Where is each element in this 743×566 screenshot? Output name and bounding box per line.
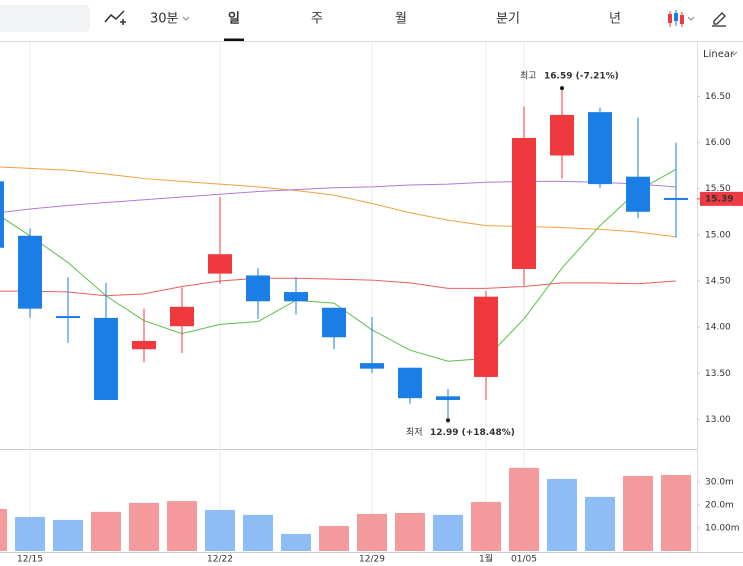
annotation-value: 12.99 (+18.48%) xyxy=(430,428,515,438)
candle-body xyxy=(474,296,498,377)
plot-area xyxy=(0,42,691,552)
axes: 12/15 12/22 12/29 1월 01/05 13.00 13.50 14.00 14.… xyxy=(17,71,743,565)
interval-button[interactable]: 30분 xyxy=(150,12,179,27)
y-tick-label: 14.00 xyxy=(705,323,731,333)
draw-button[interactable] xyxy=(712,12,726,27)
volume-bar xyxy=(623,475,653,551)
scale-button[interactable]: Linear xyxy=(703,49,735,60)
volume-bar xyxy=(53,519,83,551)
annotation-label: 최고 xyxy=(520,71,537,82)
volume-bar xyxy=(585,496,615,551)
candle-body xyxy=(94,317,118,401)
y-tick-label: 30.0m xyxy=(705,477,734,487)
volume-bar xyxy=(205,510,235,551)
period-tab[interactable]: 월 xyxy=(395,12,407,27)
candle-body xyxy=(550,114,574,156)
x-tick-label: 01/05 xyxy=(511,555,537,565)
y-tick-label: 13.00 xyxy=(705,415,731,425)
volume-bar xyxy=(509,467,539,551)
candle-body xyxy=(132,340,156,350)
moving-average-line xyxy=(0,180,677,214)
moving-average-line xyxy=(0,166,677,238)
x-tick-label: 1월 xyxy=(479,553,493,565)
volume-bar xyxy=(129,502,159,551)
volume-bar xyxy=(395,513,425,551)
candle-body xyxy=(56,316,80,319)
volume-bar xyxy=(167,501,197,551)
extreme-marker xyxy=(560,86,564,91)
period-tab[interactable]: 분기 xyxy=(496,12,520,27)
indicator-button[interactable] xyxy=(104,10,126,25)
volume-bar xyxy=(357,513,387,551)
volume-bar xyxy=(433,514,463,551)
volume-bar xyxy=(15,516,45,551)
y-tick-label: 13.50 xyxy=(705,369,731,379)
y-tick-label: 20.0m xyxy=(705,500,734,510)
volume-bar xyxy=(319,525,349,551)
annotation-label: 최저 xyxy=(406,427,423,438)
annotation-value: 16.59 (-7.21%) xyxy=(544,72,619,82)
candle-body xyxy=(626,176,650,212)
candle-body xyxy=(0,181,4,248)
volume-bar xyxy=(281,533,311,551)
volume-bar xyxy=(471,501,501,551)
candle-body xyxy=(360,363,384,369)
candle-body xyxy=(664,197,688,200)
chart-type-button[interactable] xyxy=(668,10,695,27)
search-box[interactable] xyxy=(0,5,90,32)
period-tab[interactable]: 주 xyxy=(311,12,323,27)
period-tab[interactable]: 일 xyxy=(228,12,240,27)
volume-bar xyxy=(91,511,121,551)
last-price-tag xyxy=(700,191,743,206)
y-tick-label: 10.00m xyxy=(705,523,740,533)
dropdown-icon xyxy=(182,16,190,21)
candle-body xyxy=(284,292,308,302)
volume-bar xyxy=(0,508,7,551)
y-tick-label: 14.50 xyxy=(705,276,731,286)
x-tick-label: 12/22 xyxy=(207,555,233,565)
candle-body xyxy=(246,275,270,302)
y-tick-label: 16.00 xyxy=(705,138,731,148)
candle-body xyxy=(208,254,232,274)
y-tick-label: 15.00 xyxy=(705,230,731,240)
candle-body xyxy=(170,306,194,327)
y-tick-label: 15.50 xyxy=(705,184,731,194)
volume-bar xyxy=(661,475,691,551)
candle-body xyxy=(512,137,536,269)
dropdown-icon xyxy=(730,51,738,56)
y-tick-label: 16.50 xyxy=(705,92,731,102)
candle-body xyxy=(322,307,346,338)
candle-body xyxy=(588,112,612,185)
volume-bar xyxy=(547,478,577,551)
candle-body xyxy=(398,367,422,399)
extreme-marker xyxy=(446,418,450,423)
x-tick-label: 12/29 xyxy=(359,555,385,565)
candle-body xyxy=(436,396,460,401)
candle-body xyxy=(18,235,42,309)
period-tab[interactable]: 년 xyxy=(609,12,621,27)
x-tick-label: 12/15 xyxy=(17,555,43,565)
last-price-label: 15.39 xyxy=(705,194,733,204)
volume-bar xyxy=(243,514,273,551)
